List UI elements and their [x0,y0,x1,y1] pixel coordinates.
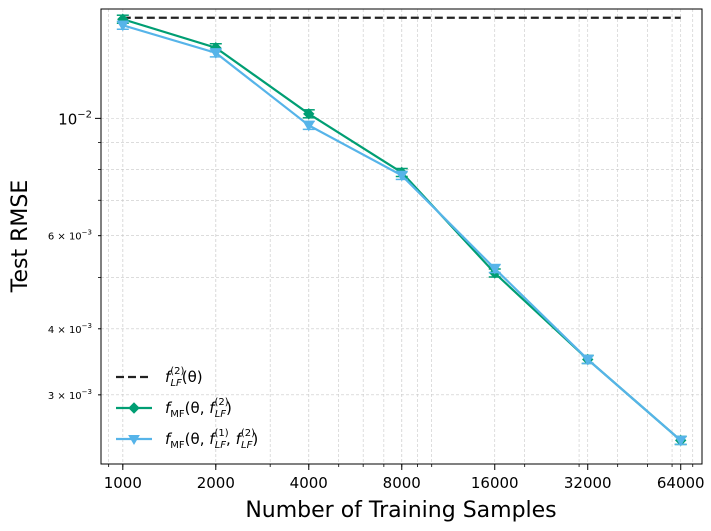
data-point [581,355,594,366]
x-tick-label: 64000 [657,474,705,492]
series-MF12 [116,20,687,447]
y-axis-label: Test RMSE [8,180,33,293]
data-point [674,436,687,447]
x-tick-label: 32000 [564,474,612,492]
y-tick-label: 4 × 10−3 [48,322,92,336]
x-tick-label: 1000 [104,474,142,492]
data-point [302,121,315,132]
legend-label: fMF(θ, f(1) LF, f(2) LF) [165,428,258,451]
legend-marker [128,435,140,445]
data-point [116,21,129,32]
legend-label: f(2) LF(θ) [165,366,203,389]
data-point [209,48,222,59]
x-axis-label: Number of Training Samples [245,498,556,523]
y-tick-label: 10−2 [58,109,92,128]
data-point [395,171,408,182]
data-point [488,264,501,275]
legend-label: fMF(θ, f(2) LF) [165,397,232,420]
x-tick-label: 8000 [383,474,421,492]
legend: f(2) LF(θ) fMF(θ, f(2) LF) fMF(θ, f(1) LF, f(… [116,366,258,451]
y-tick-label: 3 × 10−3 [48,388,92,402]
data-point [303,108,315,120]
grid [101,9,702,464]
series-layer [116,13,687,447]
x-tick-label: 4000 [290,474,328,492]
axes: 1000 2000 4000 8000 16000 32000 64000 10−2 6 × 1… [48,109,705,492]
y-tick-label: 6 × 10−3 [48,229,92,243]
legend-marker [128,402,140,414]
x-tick-label: 2000 [197,474,235,492]
x-tick-label: 16000 [471,474,519,492]
